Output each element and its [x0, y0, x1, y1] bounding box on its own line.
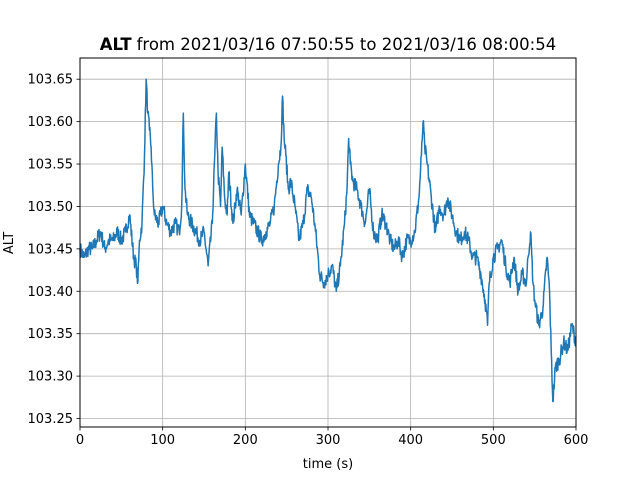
y-axis-ticks: 103.25 103.30 103.35 103.40 103.45 103.50 103.…: [28, 73, 80, 427]
y-axis-label: ALT: [2, 232, 17, 254]
x-axis-ticks: 0 100 200 300 400 500 600: [76, 427, 589, 448]
chart-title-bold: ALT: [100, 35, 133, 54]
x-tick-label: 500: [481, 433, 506, 448]
x-tick-label: 600: [564, 433, 589, 448]
y-tick-label: 103.35: [28, 327, 74, 342]
x-tick-label: 300: [316, 433, 341, 448]
y-tick-label: 103.45: [28, 242, 74, 257]
x-tick-label: 200: [233, 433, 258, 448]
x-tick-label: 100: [150, 433, 175, 448]
y-tick-label: 103.65: [28, 73, 74, 88]
x-tick-label: 400: [398, 433, 423, 448]
chart-title-rest: from 2021/03/16 07:50:55 to 2021/03/16 0…: [137, 35, 557, 54]
y-tick-label: 103.30: [28, 370, 74, 385]
y-tick-label: 103.50: [28, 200, 74, 215]
series-layer: [79, 78, 577, 403]
alt-series-line: [79, 78, 577, 403]
y-tick-label: 103.40: [28, 285, 74, 300]
x-tick-label: 0: [76, 433, 84, 448]
y-tick-label: 103.55: [28, 158, 74, 173]
chart-title: ALT from 2021/03/16 07:50:55 to 2021/03/1…: [100, 35, 556, 54]
y-tick-label: 103.25: [28, 412, 74, 427]
x-axis-label: time (s): [303, 457, 353, 472]
y-tick-label: 103.60: [28, 115, 74, 130]
